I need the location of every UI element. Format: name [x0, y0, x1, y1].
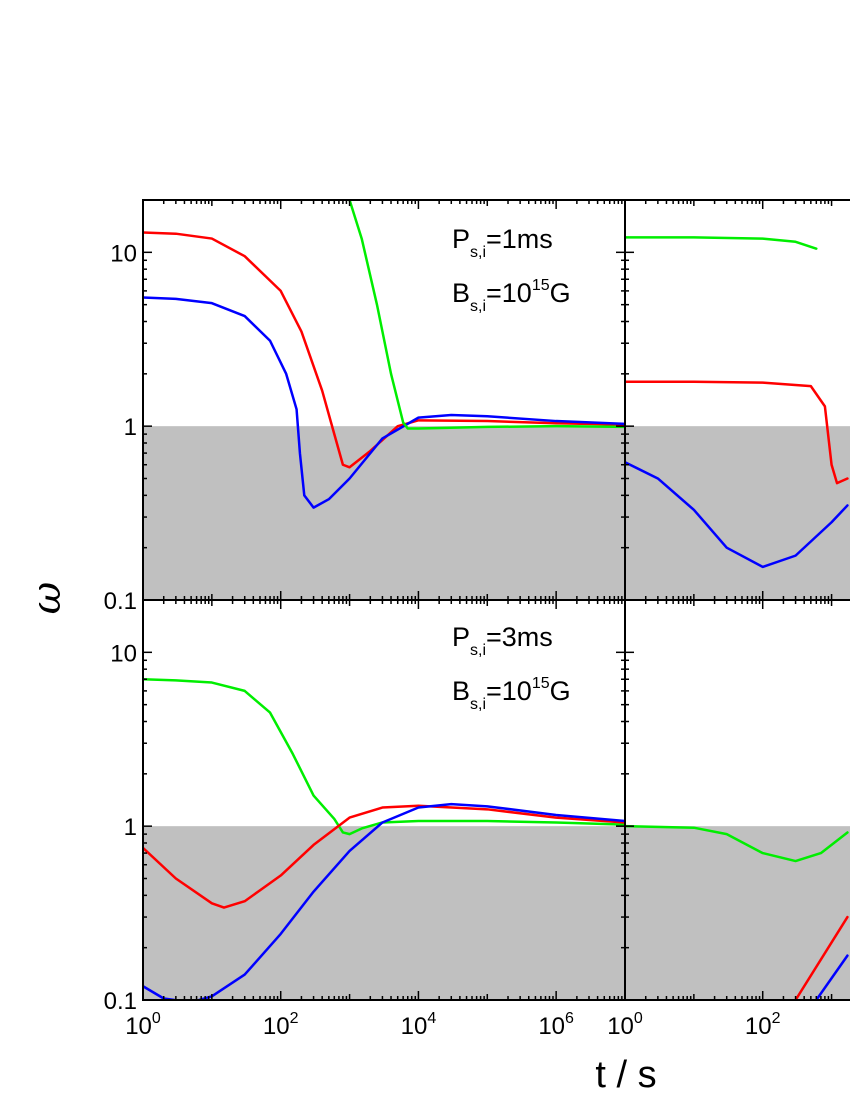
- series-line-top-right-2: [625, 380, 849, 485]
- panel-bottom-left: 0.1 1 10 100 102 104 106 100: [104, 599, 643, 1040]
- y-tick-label: 0.1: [104, 588, 137, 615]
- series-line-bottom-right-1: [625, 824, 849, 863]
- y-tick-label: 1: [124, 814, 137, 841]
- x-axis-title: t / s: [595, 1054, 656, 1096]
- series-line-top-left-1: [143, 231, 625, 469]
- x-tick-label: 100: [607, 1010, 643, 1040]
- x-tick-label: 102: [745, 1010, 781, 1040]
- x-tick-label: 100: [125, 1010, 161, 1040]
- shaded-region-top-right: [625, 426, 850, 600]
- annotation-field-bottom: Bs,i=1015G: [452, 675, 571, 713]
- x-tick-label: 102: [263, 1010, 299, 1040]
- annotation-period-top: Ps,i=1ms: [452, 224, 553, 261]
- svg-text:Bs,i=1015G: Bs,i=1015G: [452, 675, 571, 713]
- x-tick-label: 106: [538, 1010, 574, 1040]
- panel-bottom-right: 102: [624, 599, 850, 1040]
- series-line-top-right-1: [625, 236, 818, 250]
- axes-frame-bottom-right: [624, 599, 850, 1001]
- series-line-bottom-left-2: [143, 804, 625, 909]
- shaded-region-bottom-left: [143, 826, 625, 1000]
- annotation-period-bottom: Ps,i=3ms: [452, 622, 553, 659]
- svg-text:Ps,i=1ms: Ps,i=1ms: [452, 224, 553, 261]
- y-axis-title: ω: [24, 582, 70, 615]
- svg-text:Bs,i=1015G: Bs,i=1015G: [452, 277, 571, 315]
- svg-text:Ps,i=3ms: Ps,i=3ms: [452, 622, 553, 659]
- annotation-field-top: Bs,i=1015G: [452, 277, 571, 315]
- series-line-top-left-2: [143, 296, 625, 509]
- series-line-top-left-3: [348, 200, 625, 430]
- series-line-bottom-right-3: [815, 954, 849, 1000]
- series-line-bottom-left-3: [143, 802, 625, 1000]
- series-line-bottom-right-2: [794, 915, 849, 1000]
- panel-top-left: 0.1 1 10: [104, 199, 626, 615]
- y-tick-label: 10: [110, 240, 137, 267]
- panel-top-right: [624, 199, 850, 601]
- series-line-top-right-3: [625, 461, 849, 569]
- shaded-region-bottom-right: [625, 826, 850, 1000]
- y-tick-label: 10: [110, 640, 137, 667]
- y-tick-label: 1: [124, 414, 137, 441]
- x-tick-label: 104: [401, 1010, 437, 1040]
- y-tick-label: 0.1: [104, 988, 137, 1015]
- shaded-region-top-left: [143, 426, 625, 600]
